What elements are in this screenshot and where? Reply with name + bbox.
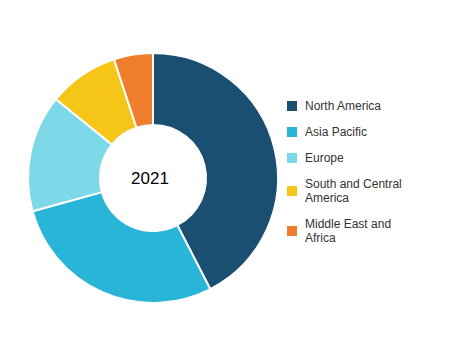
- html-text:South and Central America: South and Central America: [305, 177, 402, 205]
- svg-text:2021: 2021: [131, 169, 169, 188]
- html-text:North America: North America: [305, 99, 381, 113]
- html-text:Asia Pacific: Asia Pacific: [305, 125, 367, 139]
- html-text:Europe: Europe: [305, 151, 344, 165]
- html-text:Middle East and Africa: Middle East and Africa: [305, 217, 392, 245]
